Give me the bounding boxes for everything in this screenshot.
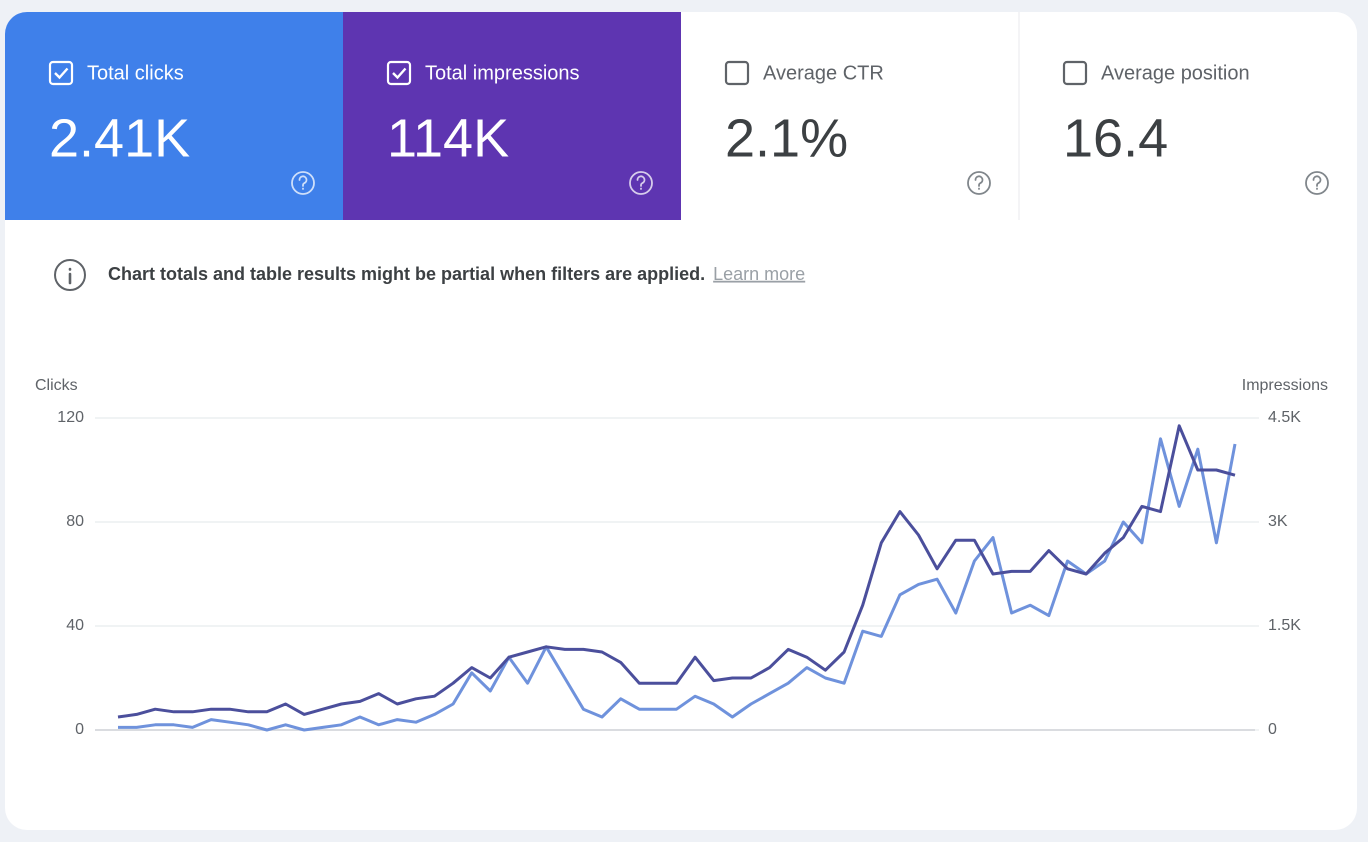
series-line	[117, 424, 1236, 719]
metric-card[interactable]: Total clicks 2.41K	[5, 12, 343, 220]
help-icon[interactable]	[629, 171, 653, 195]
metric-card[interactable]: Average position 16.4	[1018, 12, 1357, 220]
help-icon[interactable]	[1305, 171, 1329, 195]
notice-text: Chart totals and table results might be …	[108, 264, 705, 284]
card-value: 16.4	[1063, 108, 1168, 168]
y-tick-label: 40	[66, 617, 84, 634]
y2-tick-label: 0	[1268, 721, 1277, 738]
checkmark	[392, 67, 407, 80]
card-value: 114K	[387, 108, 509, 168]
card-label: Total impressions	[425, 62, 580, 84]
card-background	[5, 12, 343, 220]
checkbox[interactable]	[1062, 60, 1088, 86]
y-axis-title: Clicks	[35, 377, 78, 394]
y-tick-label: 0	[75, 721, 84, 738]
y-tick-label: 120	[57, 409, 84, 426]
card-label: Total clicks	[87, 62, 184, 84]
y2-tick-label: 3K	[1268, 513, 1288, 530]
help-icon[interactable]	[967, 171, 991, 195]
card-background	[681, 12, 1019, 220]
help-icon-mark	[974, 175, 984, 190]
y2-axis-title: Impressions	[1242, 377, 1328, 394]
help-icon[interactable]	[291, 171, 315, 195]
info-icon	[54, 259, 86, 291]
help-icon-mark	[636, 175, 646, 190]
metric-card[interactable]: Average CTR 2.1%	[681, 12, 1019, 220]
y2-tick-label: 4.5K	[1268, 409, 1301, 426]
checkbox[interactable]	[724, 60, 750, 86]
card-label: Average position	[1101, 62, 1250, 84]
card-value: 2.1%	[725, 108, 848, 168]
y2-tick-label: 1.5K	[1268, 617, 1301, 634]
y-tick-label: 80	[66, 513, 84, 530]
help-icon-mark	[298, 175, 308, 190]
series-line	[118, 437, 1237, 732]
checkmark	[54, 67, 69, 80]
metric-card[interactable]: Total impressions 114K	[343, 12, 681, 220]
card-background	[343, 12, 681, 220]
checkbox[interactable]	[386, 60, 412, 86]
card-background	[1019, 12, 1357, 220]
card-label: Average CTR	[763, 62, 884, 84]
checkbox[interactable]	[48, 60, 74, 86]
learn-more-link[interactable]: Learn more	[713, 264, 805, 284]
card-value: 2.41K	[49, 108, 190, 168]
help-icon-mark	[1312, 175, 1322, 190]
